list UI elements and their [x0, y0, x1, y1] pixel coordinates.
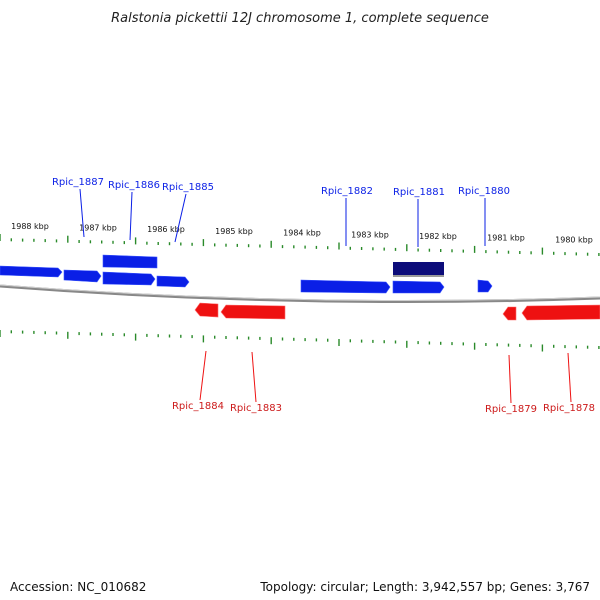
gene-arrow-forward[interactable] [0, 265, 63, 278]
gene-arrow-forward-rpic-1885[interactable] [156, 275, 190, 288]
forward-gene-label[interactable]: Rpic_1887 [52, 177, 104, 188]
scale-tick-label: 1985 kbp [215, 227, 253, 236]
scale-tick-label: 1981 kbp [487, 234, 525, 243]
gene-label-leader [251, 351, 257, 403]
gene-label-leader [129, 191, 133, 241]
scale-tick-label: 1982 kbp [419, 232, 457, 241]
forward-gene-label[interactable]: Rpic_1880 [458, 186, 510, 197]
gene-arrow-forward-rpic-1882[interactable] [300, 279, 391, 294]
gene-arrow-forward-rpic-1881[interactable] [392, 280, 445, 294]
reverse-gene-label[interactable]: Rpic_1884 [172, 401, 224, 412]
forward-gene-label[interactable]: Rpic_1881 [393, 187, 445, 198]
selected-gene-shadow [393, 275, 444, 277]
gene-label-leader [567, 352, 572, 403]
topology-summary: Topology: circular; Length: 3,942,557 bp… [260, 580, 590, 594]
scale-tick-label: 1987 kbp [79, 223, 117, 232]
gene-arrow-forward[interactable] [63, 269, 102, 283]
forward-strand-genes [0, 254, 493, 294]
chromosome-backbone [0, 284, 600, 304]
reverse-gene-label[interactable]: Rpic_1883 [230, 403, 282, 414]
gene-arrow-reverse-rpic-1884[interactable] [194, 302, 219, 318]
reverse-gene-label[interactable]: Rpic_1878 [543, 403, 595, 414]
gene-label-leader [79, 188, 85, 238]
chromosome-backbone-highlight [0, 284, 600, 302]
scale-tick-label: 1984 kbp [283, 229, 321, 238]
gene-arrow-forward[interactable] [102, 271, 156, 286]
scale-tick-label: 1983 kbp [351, 230, 389, 239]
gene-arrow-forward-rpic-1880[interactable] [477, 279, 493, 293]
gene-arrow-reverse-rpic-1878[interactable] [521, 304, 600, 321]
gene-label-leader [199, 350, 207, 401]
reverse-gene-label[interactable]: Rpic_1879 [485, 404, 537, 415]
forward-gene-labels: Rpic_1887 Rpic_1886 Rpic_1885 Rpic_1882 Rpic… [52, 177, 510, 247]
scale-tick-label: 1986 kbp [147, 225, 185, 234]
scale-tick-label: 1988 kbp [11, 222, 49, 231]
forward-gene-label[interactable]: Rpic_1885 [162, 182, 214, 193]
map-title: Ralstonia pickettii 12J chromosome 1, co… [111, 11, 489, 26]
gene-label-leader [508, 354, 512, 404]
reverse-strand-genes [194, 302, 600, 321]
forward-gene-label[interactable]: Rpic_1886 [108, 180, 160, 191]
gene-arrow-reverse-rpic-1879[interactable] [502, 306, 517, 321]
gene-arrow-reverse-rpic-1883[interactable] [220, 304, 286, 320]
scale-tick-label: 1980 kbp [555, 235, 593, 244]
reverse-gene-labels: Rpic_1884 Rpic_1883 Rpic_1879 Rpic_1878 [172, 350, 595, 415]
accession-text: Accession: NC_010682 [10, 580, 147, 594]
gene-forward-selected[interactable] [393, 262, 444, 275]
scale-ticks: 1988 kbp 1987 kbp 1986 kbp 1985 kbp 1984 kbp… [0, 222, 600, 352]
gene-label-leader [174, 193, 187, 243]
gene-arrow-forward-rpic-1886[interactable] [102, 254, 158, 269]
forward-gene-label[interactable]: Rpic_1882 [321, 186, 373, 197]
